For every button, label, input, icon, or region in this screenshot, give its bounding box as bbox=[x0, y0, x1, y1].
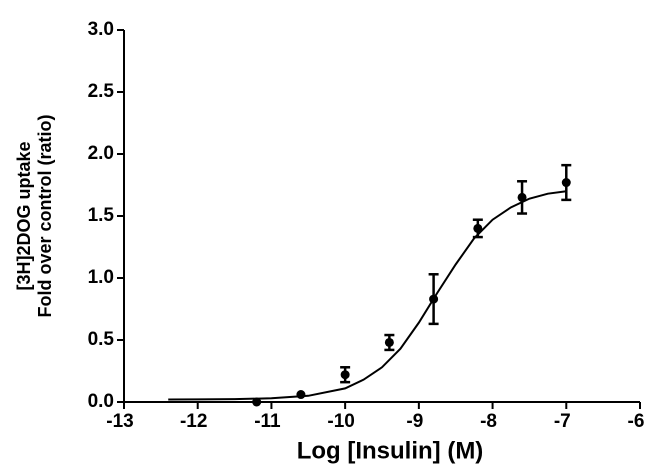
data-point bbox=[473, 223, 483, 233]
data-point bbox=[561, 178, 571, 188]
y-tick-label: 0.0 bbox=[88, 391, 114, 412]
x-axis-label: Log [Insulin] (M) bbox=[297, 437, 484, 464]
y-tick-label: 1.5 bbox=[88, 205, 115, 226]
y-axis-label: [3H]2DOG uptake bbox=[14, 141, 34, 290]
data-point bbox=[340, 370, 350, 380]
y-tick-label: 0.5 bbox=[88, 329, 115, 350]
fit-curve bbox=[168, 190, 567, 401]
x-tick-label: -11 bbox=[254, 411, 281, 432]
y-axis-label: Fold over control (ratio) bbox=[35, 114, 55, 317]
y-tick-label: 2.5 bbox=[88, 81, 115, 102]
y-tick-label: 2.0 bbox=[88, 143, 114, 164]
y-tick-label: 1.0 bbox=[88, 267, 114, 288]
x-tick-label: -9 bbox=[406, 411, 423, 432]
x-tick-label: -6 bbox=[628, 411, 645, 432]
x-tick-label: -13 bbox=[106, 411, 133, 432]
data-point bbox=[296, 390, 306, 400]
x-tick-label: -7 bbox=[554, 411, 571, 432]
x-tick-label: -10 bbox=[327, 411, 354, 432]
x-tick-label: -12 bbox=[180, 411, 207, 432]
y-tick-label: 3.0 bbox=[88, 19, 114, 40]
data-point bbox=[252, 397, 262, 407]
data-point bbox=[384, 337, 394, 347]
x-tick-label: -8 bbox=[480, 411, 497, 432]
data-point bbox=[429, 294, 439, 304]
data-point bbox=[517, 192, 527, 202]
